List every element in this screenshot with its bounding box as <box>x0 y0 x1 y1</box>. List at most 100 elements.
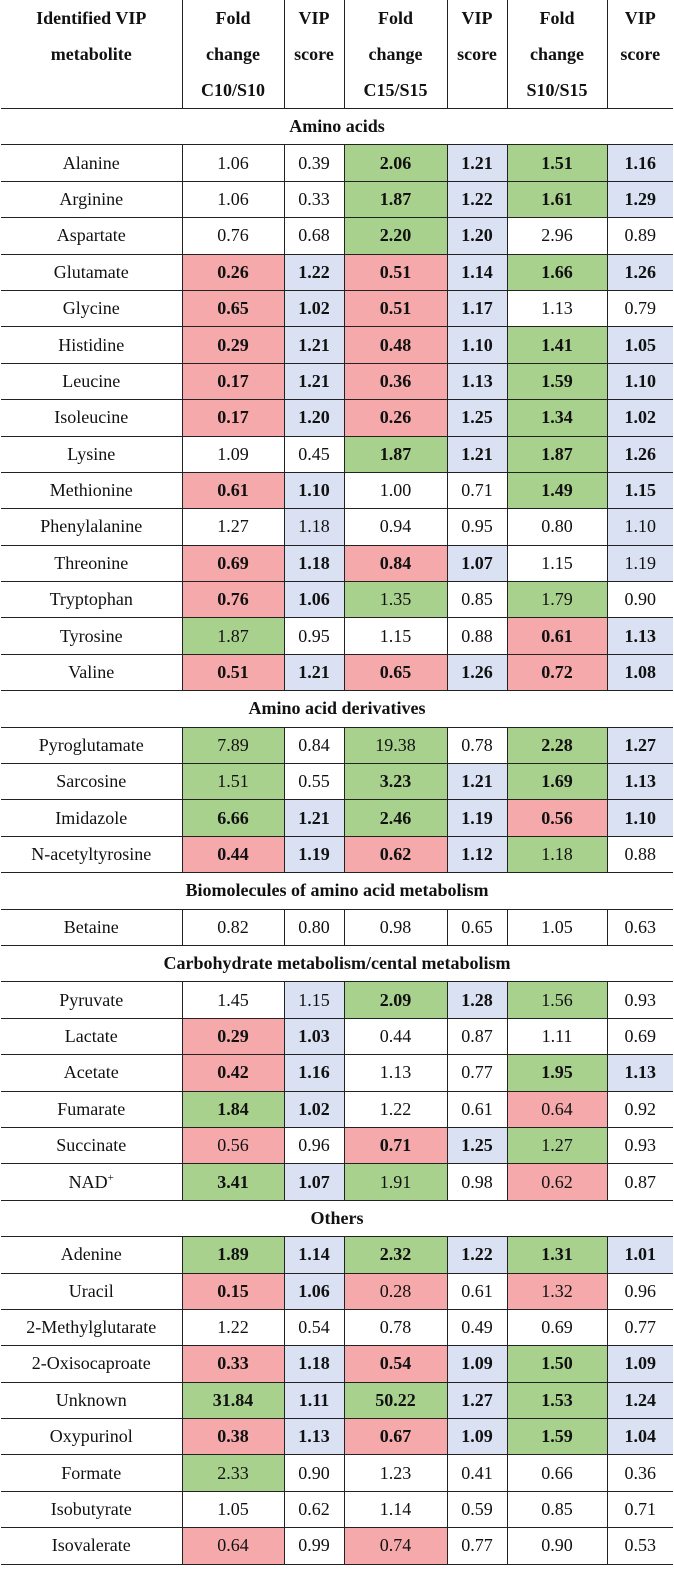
fold-change-c10-s10-cell: 0.76 <box>181 581 285 619</box>
fold-change-c10-s10-cell: 1.27 <box>181 508 285 546</box>
vip-score-cell: 1.08 <box>606 653 673 692</box>
section-title: Carbohydrate metabolism/cental metabolis… <box>1 944 673 983</box>
fold-change-c10-s10-cell: 1.09 <box>181 435 285 473</box>
fold-change-c15-s15-cell: 3.23 <box>343 763 448 801</box>
fold-change-c15-s15-cell: 1.00 <box>343 471 448 510</box>
vip-score-cell: 1.09 <box>446 1418 508 1456</box>
fold-change-s10-s15-cell: 1.32 <box>506 1272 608 1310</box>
table-row: 2-Oxisocaproate 0.33 1.18 0.54 1.09 1.50 1.09 <box>1 1345 673 1383</box>
fold-change-c15-s15-cell: 0.71 <box>343 1126 448 1165</box>
vip-score-cell: 0.95 <box>446 508 508 546</box>
table-row: Tyrosine 1.87 0.95 1.15 0.88 0.61 1.13 <box>1 617 673 655</box>
fold-change-s10-s15-cell: 1.15 <box>506 544 608 583</box>
header-line: C10/S10 <box>200 80 265 100</box>
fold-change-c10-s10-cell: 0.64 <box>181 1527 285 1565</box>
fold-change-s10-s15-cell: 1.34 <box>506 399 608 437</box>
fold-change-c15-s15-cell: 1.15 <box>343 617 448 655</box>
metabolite-name-text: Oxypurinol <box>49 1426 133 1447</box>
fold-change-s10-s15-cell: 1.27 <box>506 1126 608 1165</box>
vip-score-cell: 0.61 <box>446 1272 508 1310</box>
table-row: Isobutyrate 1.05 0.62 1.14 0.59 0.85 0.71 <box>1 1490 673 1529</box>
fold-change-c15-s15-cell: 1.14 <box>343 1490 448 1529</box>
metabolite-name: Adenine <box>1 1236 183 1274</box>
vip-score-cell: 1.25 <box>446 399 508 437</box>
fold-change-c15-s15-cell: 1.13 <box>343 1054 448 1092</box>
vip-score-cell: 1.06 <box>283 581 345 619</box>
fold-change-c10-s10-cell: 0.42 <box>181 1054 285 1092</box>
fold-change-s10-s15-cell: 1.59 <box>506 362 608 401</box>
vip-score-cell: 1.19 <box>283 835 345 874</box>
fold-change-s10-s15-cell: 1.53 <box>506 1381 608 1420</box>
table-row: Succinate 0.56 0.96 0.71 1.25 1.27 0.93 <box>1 1126 673 1165</box>
fold-change-s10-s15-cell: 2.96 <box>506 217 608 255</box>
vip-score-cell: 0.90 <box>283 1454 345 1492</box>
fold-change-s10-s15-cell: 0.56 <box>506 799 608 837</box>
metabolite-name: Phenylalanine <box>1 508 183 546</box>
vip-score-cell: 1.03 <box>283 1017 345 1056</box>
header-fold-change-c10-s10: Fold change C10/S10 <box>182 0 285 109</box>
metabolite-name: Pyroglutamate <box>1 726 183 765</box>
metabolite-name-text: Leucine <box>62 370 121 391</box>
fold-change-c10-s10-cell: 1.22 <box>181 1308 285 1347</box>
vip-score-cell: 1.27 <box>606 726 673 765</box>
metabolite-name: Leucine <box>1 362 183 401</box>
vip-score-cell: 0.61 <box>446 1090 508 1128</box>
fold-change-c10-s10-cell: 6.66 <box>181 799 285 837</box>
fold-change-c10-s10-cell: 0.82 <box>181 908 285 946</box>
vip-score-cell: 1.02 <box>283 1090 345 1128</box>
table-row: Lactate 0.29 1.03 0.44 0.87 1.11 0.69 <box>1 1017 673 1056</box>
metabolite-name: Glutamate <box>1 253 183 291</box>
metabolite-name: Threonine <box>1 544 183 583</box>
fold-change-s10-s15-cell: 0.62 <box>506 1163 608 1201</box>
table-row: Unknown 31.84 1.11 50.22 1.27 1.53 1.24 <box>1 1381 673 1420</box>
header-line: VIP <box>624 8 656 28</box>
header-line: Identified VIP <box>36 8 147 28</box>
metabolite-name-text: Sarcosine <box>56 771 127 792</box>
vip-score-cell: 1.02 <box>283 289 345 328</box>
metabolite-name-text: Lysine <box>67 443 116 464</box>
metabolite-name: Lysine <box>1 435 183 473</box>
section-row: Amino acids <box>1 107 673 146</box>
vip-score-cell: 0.55 <box>283 763 345 801</box>
fold-change-c10-s10-cell: 0.56 <box>181 1126 285 1165</box>
fold-change-c10-s10-cell: 3.41 <box>181 1163 285 1201</box>
metabolite-name: Isovalerate <box>1 1527 183 1565</box>
vip-score-cell: 1.16 <box>283 1054 345 1092</box>
metabolite-name: Imidazole <box>1 799 183 837</box>
table-row: Isoleucine 0.17 1.20 0.26 1.25 1.34 1.02 <box>1 399 673 437</box>
vip-score-cell: 1.24 <box>606 1381 673 1420</box>
vip-score-cell: 1.22 <box>446 1236 508 1274</box>
table-row: Tryptophan 0.76 1.06 1.35 0.85 1.79 0.90 <box>1 581 673 619</box>
fold-change-s10-s15-cell: 1.59 <box>506 1418 608 1456</box>
vip-score-cell: 0.77 <box>606 1308 673 1347</box>
table-row: Histidine 0.29 1.21 0.48 1.10 1.41 1.05 <box>1 326 673 364</box>
table-row: Betaine 0.82 0.80 0.98 0.65 1.05 0.63 <box>1 908 673 946</box>
fold-change-s10-s15-cell: 0.69 <box>506 1308 608 1347</box>
header-line: Fold <box>215 8 251 28</box>
fold-change-c10-s10-cell: 2.33 <box>181 1454 285 1492</box>
vip-score-cell: 0.84 <box>283 726 345 765</box>
vip-score-cell: 0.87 <box>606 1163 673 1201</box>
section-row: Biomolecules of amino acid metabolism <box>1 872 673 910</box>
fold-change-c15-s15-cell: 0.62 <box>343 835 448 874</box>
metabolite-name: Formate <box>1 1454 183 1492</box>
fold-change-c10-s10-cell: 0.17 <box>181 362 285 401</box>
header-line: Fold <box>377 8 413 28</box>
fold-change-c10-s10-cell: 1.84 <box>181 1090 285 1128</box>
fold-change-c10-s10-cell: 0.15 <box>181 1272 285 1310</box>
vip-score-cell: 1.10 <box>283 471 345 510</box>
fold-change-c15-s15-cell: 1.87 <box>343 180 448 219</box>
vip-score-cell: 1.19 <box>606 544 673 583</box>
fold-change-c15-s15-cell: 19.38 <box>343 726 448 765</box>
header-line: C15/S15 <box>363 80 428 100</box>
vip-score-cell: 1.27 <box>446 1381 508 1420</box>
vip-score-cell: 0.90 <box>606 581 673 619</box>
vip-score-cell: 0.89 <box>606 217 673 255</box>
header-fold-change-s10-s15: Fold change S10/S15 <box>507 0 608 109</box>
vip-score-cell: 1.09 <box>606 1345 673 1383</box>
table-row: Methionine 0.61 1.10 1.00 0.71 1.49 1.15 <box>1 471 673 510</box>
fold-change-c15-s15-cell: 0.28 <box>343 1272 448 1310</box>
metabolite-name-text: Betaine <box>63 916 119 937</box>
vip-score-cell: 0.71 <box>446 471 508 510</box>
